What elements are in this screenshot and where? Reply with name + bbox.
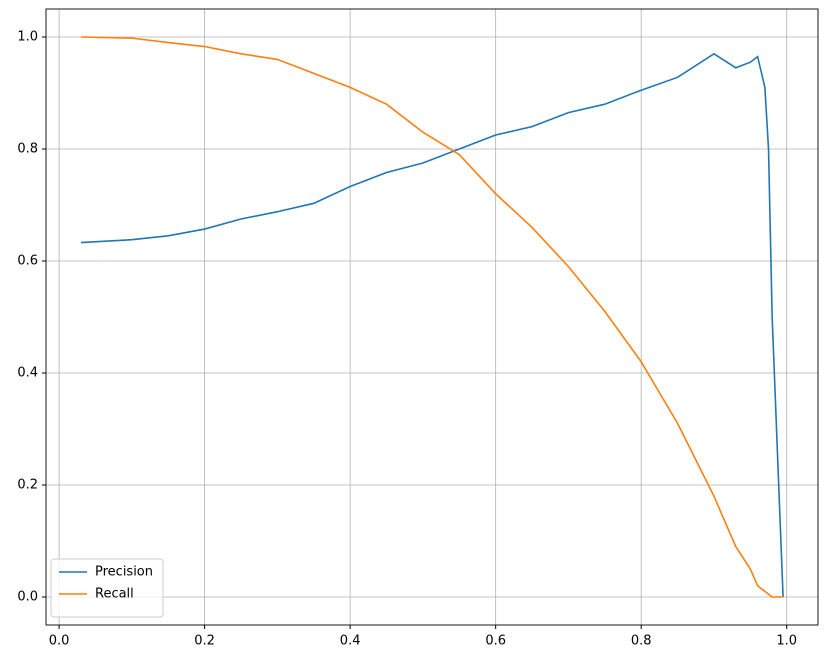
x-tick-label: 0.4	[340, 634, 361, 649]
y-tick-label: 0.2	[17, 478, 38, 493]
x-tick-label: 1.0	[776, 634, 797, 649]
y-tick-label: 0.6	[17, 254, 38, 269]
line-series	[80, 36, 784, 598]
y-tick-label: 0.4	[17, 366, 38, 381]
y-tick-label: 0.0	[17, 590, 38, 605]
legend-label: Precision	[95, 565, 153, 580]
x-tick-label: 0.8	[631, 634, 652, 649]
legend-box	[50, 558, 164, 618]
y-tick-label: 0.8	[17, 142, 38, 157]
legend-label: Recall	[95, 587, 134, 602]
y-tick-label: 1.0	[17, 30, 38, 45]
plot-frame	[45, 8, 819, 626]
line-series	[80, 52, 784, 598]
x-tick-label: 0.2	[194, 634, 215, 649]
x-tick-label: 0.0	[49, 634, 70, 649]
x-tick-label: 0.6	[485, 634, 506, 649]
legend: Precision Recall	[50, 558, 164, 618]
